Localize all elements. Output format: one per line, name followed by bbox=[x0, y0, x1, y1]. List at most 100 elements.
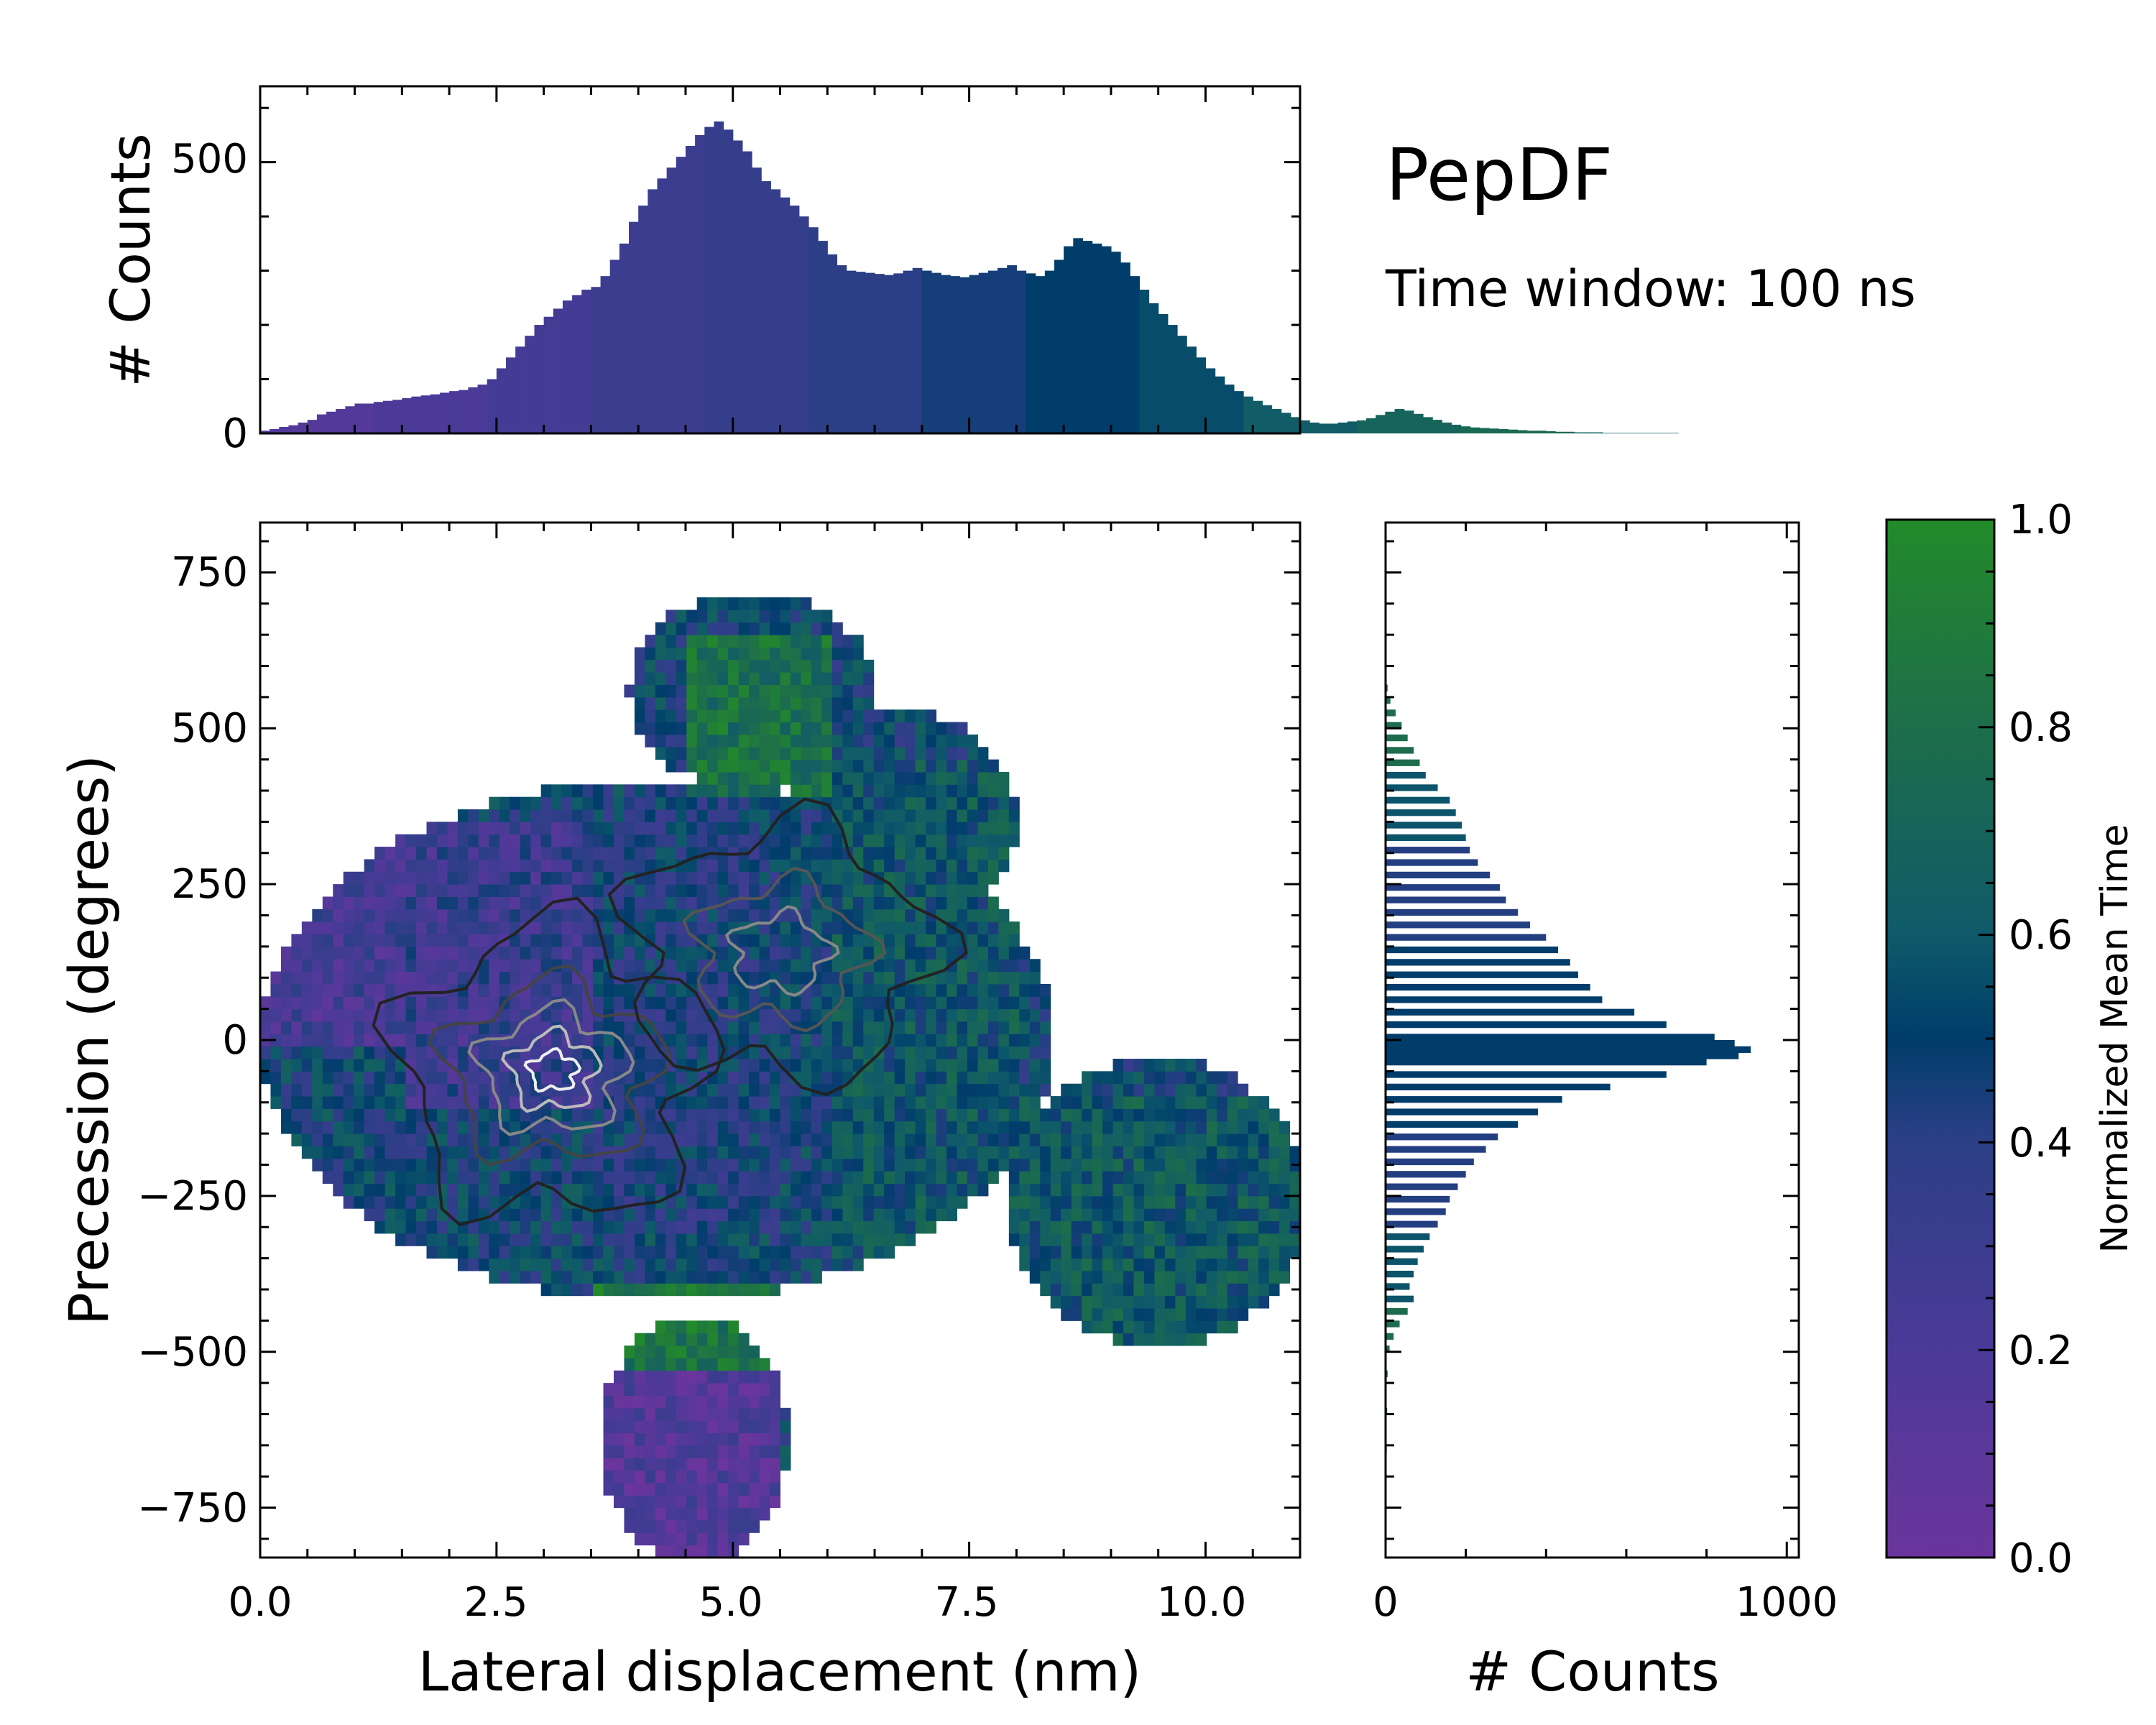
heatmap-cell bbox=[280, 959, 292, 972]
top-histogram-bar bbox=[1092, 243, 1102, 433]
heatmap-cell bbox=[738, 1059, 750, 1072]
heatmap-cell bbox=[842, 672, 854, 686]
heatmap-cell bbox=[1019, 1046, 1031, 1059]
heatmap-cell bbox=[457, 1208, 469, 1222]
heatmap-cell bbox=[530, 822, 542, 835]
heatmap-cell bbox=[780, 884, 791, 897]
heatmap-cell bbox=[946, 1195, 957, 1209]
heatmap-cell bbox=[749, 1519, 760, 1533]
heatmap-cell bbox=[540, 934, 552, 947]
heatmap-cell bbox=[936, 983, 947, 997]
heatmap-cell bbox=[613, 1208, 625, 1222]
heatmap-cell bbox=[426, 971, 438, 985]
heatmap-cell bbox=[696, 1370, 708, 1384]
heatmap-cell bbox=[395, 871, 407, 885]
heatmap-cell bbox=[1217, 1158, 1228, 1172]
heatmap-cell bbox=[322, 1046, 333, 1059]
heatmap-cell bbox=[967, 983, 978, 997]
heatmap-cell bbox=[987, 921, 999, 935]
heatmap-cell bbox=[842, 635, 854, 648]
heatmap-cell bbox=[582, 1270, 594, 1284]
right-histogram-bar bbox=[1386, 884, 1501, 891]
heatmap-cell bbox=[946, 822, 957, 835]
heatmap-cell bbox=[873, 983, 885, 997]
heatmap-cell bbox=[613, 896, 625, 910]
heatmap-cell bbox=[987, 959, 999, 972]
heatmap-cell bbox=[676, 884, 687, 897]
heatmap-cell bbox=[717, 1458, 729, 1471]
heatmap-cell bbox=[1143, 1270, 1155, 1284]
heatmap-cell bbox=[759, 1283, 770, 1297]
heatmap-cell bbox=[436, 896, 448, 910]
heatmap-cell bbox=[301, 921, 313, 935]
heatmap-cell bbox=[696, 1270, 708, 1284]
heatmap-cell bbox=[749, 1083, 760, 1097]
heatmap-cell bbox=[696, 1320, 708, 1334]
heatmap-cell bbox=[540, 959, 552, 972]
heatmap-cell bbox=[842, 647, 854, 661]
top-histogram-bar bbox=[1489, 428, 1499, 433]
heatmap-cell bbox=[676, 1407, 687, 1421]
heatmap-cell bbox=[905, 884, 916, 897]
heatmap-cell bbox=[426, 1146, 438, 1159]
heatmap-cell bbox=[665, 622, 677, 635]
heatmap-cell bbox=[936, 1071, 947, 1085]
heatmap-cell bbox=[665, 896, 677, 910]
heatmap-cell bbox=[1175, 1320, 1187, 1334]
heatmap-cell bbox=[405, 1158, 417, 1172]
heatmap-cell bbox=[749, 971, 760, 985]
heatmap-cell bbox=[1008, 1233, 1020, 1246]
heatmap-cell bbox=[1071, 1195, 1082, 1209]
heatmap-cell bbox=[655, 1495, 666, 1509]
heatmap-cell bbox=[624, 796, 635, 810]
heatmap-cell bbox=[499, 1034, 510, 1047]
top-histogram-bar bbox=[373, 402, 384, 433]
heatmap-cell bbox=[1019, 996, 1031, 1010]
right-histogram-bar bbox=[1386, 1034, 1715, 1041]
heatmap-cell bbox=[1029, 1183, 1041, 1197]
heatmap-cell bbox=[333, 1121, 344, 1134]
heatmap-cell bbox=[749, 1270, 760, 1284]
heatmap-cell bbox=[780, 771, 791, 785]
heatmap-cell bbox=[707, 1420, 719, 1434]
heatmap-cell bbox=[551, 1283, 563, 1297]
heatmap-cell bbox=[354, 946, 365, 960]
heatmap-cell bbox=[1008, 921, 1020, 935]
heatmap-cell bbox=[1082, 1183, 1093, 1197]
heatmap-cell bbox=[322, 1083, 333, 1097]
heatmap-cell bbox=[572, 934, 584, 947]
heatmap-cell bbox=[696, 709, 708, 723]
heatmap-cell bbox=[790, 1059, 801, 1072]
heatmap-cell bbox=[499, 1071, 510, 1085]
heatmap-cell bbox=[759, 1083, 770, 1097]
heatmap-cell bbox=[1082, 1195, 1093, 1209]
heatmap-cell bbox=[915, 1021, 926, 1034]
heatmap-cell bbox=[551, 784, 563, 798]
heatmap-cell bbox=[1019, 1208, 1031, 1222]
heatmap-cell bbox=[884, 908, 895, 922]
heatmap-cell bbox=[634, 1507, 645, 1521]
heatmap-cell bbox=[1227, 1096, 1238, 1109]
heatmap-cell bbox=[520, 834, 531, 847]
heatmap-cell bbox=[436, 822, 448, 835]
heatmap-cell bbox=[665, 784, 677, 798]
heatmap-cell bbox=[561, 1008, 573, 1022]
heatmap-cell bbox=[842, 1220, 854, 1234]
heatmap-cell bbox=[665, 908, 677, 922]
heatmap-cell bbox=[384, 871, 396, 885]
heatmap-cell bbox=[842, 709, 854, 723]
heatmap-cell bbox=[384, 1183, 396, 1197]
heatmap-cell bbox=[655, 1183, 666, 1197]
heatmap-cell bbox=[665, 1021, 677, 1034]
heatmap-cell bbox=[759, 1233, 770, 1246]
heatmap-cell bbox=[436, 1071, 448, 1085]
heatmap-cell bbox=[686, 1482, 698, 1496]
heatmap-cell bbox=[1300, 1196, 1311, 1209]
heatmap-cell bbox=[1133, 1096, 1145, 1109]
heatmap-cell bbox=[343, 1133, 354, 1146]
heatmap-cell bbox=[676, 1270, 687, 1284]
heatmap-cell bbox=[873, 1171, 885, 1184]
heatmap-cell bbox=[322, 1008, 333, 1022]
heatmap-cell bbox=[540, 1158, 552, 1172]
heatmap-cell bbox=[468, 847, 479, 860]
